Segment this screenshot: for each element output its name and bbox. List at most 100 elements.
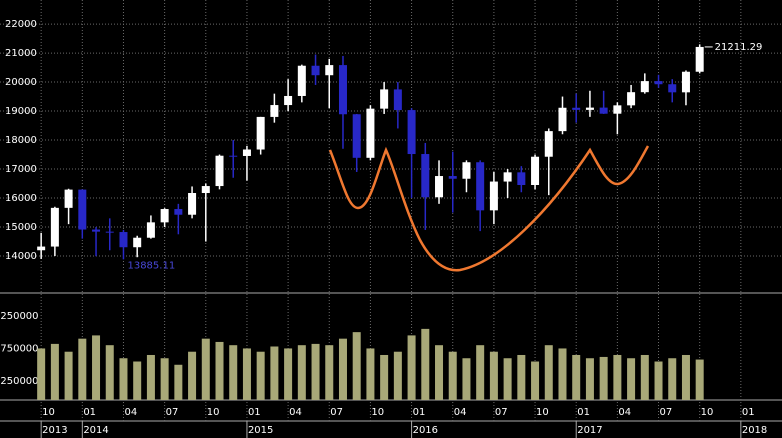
volume-bar <box>599 356 608 400</box>
candle-body <box>160 209 169 223</box>
candle-body <box>627 92 636 106</box>
candle-body <box>668 84 677 93</box>
volume-bar <box>119 358 128 400</box>
volume-bar <box>284 348 293 400</box>
volume-bar <box>627 358 636 400</box>
volume-bar <box>64 351 73 400</box>
volume-bar <box>448 351 457 400</box>
candle-body <box>311 65 320 76</box>
volume-bar <box>558 348 567 400</box>
x-tick-label: 04 <box>618 407 631 418</box>
volume-bar <box>640 354 649 400</box>
x-tick-label: 10 <box>536 407 549 418</box>
candle-body <box>572 107 581 110</box>
x-tick-label: 10 <box>42 407 55 418</box>
volume-bar <box>133 361 142 400</box>
candle-body <box>201 186 210 194</box>
volume-bar <box>201 338 210 400</box>
candle-body <box>517 172 526 186</box>
x-tick-label: 10 <box>371 407 384 418</box>
candle-body <box>380 89 389 109</box>
volume-bar <box>654 361 663 400</box>
candle-body <box>242 149 251 156</box>
volume-bar <box>325 345 334 400</box>
candle-body <box>133 237 142 248</box>
candle-body <box>284 95 293 106</box>
volume-bar <box>92 335 101 400</box>
candle-body <box>435 176 444 198</box>
year-label: 2015 <box>248 425 273 436</box>
candle-body <box>640 81 649 93</box>
volume-bar <box>489 351 498 400</box>
candle-body <box>256 116 265 150</box>
candle-body <box>448 176 457 179</box>
volume-bar <box>174 364 183 400</box>
x-tick-label: 07 <box>330 407 343 418</box>
candle-body <box>393 89 402 111</box>
candle-body <box>215 155 224 187</box>
x-tick-label: 01 <box>742 407 755 418</box>
volume-bar <box>242 348 251 400</box>
x-tick-label: 07 <box>166 407 179 418</box>
volume-bar <box>380 354 389 400</box>
candle-body <box>270 105 279 117</box>
volume-bar <box>476 345 485 400</box>
volume-bar <box>585 358 594 400</box>
x-tick-label: 01 <box>248 407 261 418</box>
candle-body <box>146 222 155 238</box>
x-tick-label: 01 <box>577 407 590 418</box>
volume-bar <box>421 328 430 400</box>
volume-bar <box>50 343 59 400</box>
volume-bar <box>160 358 169 400</box>
volume-bar <box>544 345 553 400</box>
y-tick-label: 19000 <box>5 106 37 117</box>
candle-body <box>558 107 567 132</box>
y-tick-label: 17000 <box>5 164 37 175</box>
year-label: 2014 <box>83 425 108 436</box>
year-label: 2017 <box>577 425 602 436</box>
volume-bar <box>105 345 114 400</box>
volume-bar <box>681 354 690 400</box>
volume-bar <box>435 345 444 400</box>
y-tick-label: 15000 <box>5 222 37 233</box>
x-tick-label: 01 <box>83 407 96 418</box>
candle-body <box>325 65 334 76</box>
volume-bar <box>517 354 526 400</box>
candle-body <box>338 65 347 115</box>
x-tick-label: 04 <box>289 407 302 418</box>
y-tick-label: 22000 <box>5 19 37 30</box>
x-tick-label: 04 <box>124 407 137 418</box>
candle-body <box>544 131 553 157</box>
volume-bar <box>270 346 279 400</box>
x-tick-label: 07 <box>660 407 673 418</box>
volume-tick-label: 1750000 <box>0 343 39 354</box>
volume-bar <box>503 358 512 400</box>
year-label: 2016 <box>413 425 438 436</box>
candle-body <box>92 229 101 232</box>
x-tick-label: 10 <box>207 407 220 418</box>
x-tick-label: 07 <box>495 407 508 418</box>
annotation: 13885.11 <box>127 260 175 271</box>
volume-bar <box>572 354 581 400</box>
x-tick-label: 04 <box>454 407 467 418</box>
candle-body <box>695 46 704 72</box>
volume-bar <box>188 351 197 400</box>
volume-bar <box>78 338 87 400</box>
volume-bar <box>256 351 265 400</box>
volume-bar <box>393 351 402 400</box>
candle-body <box>613 105 622 114</box>
candle-body <box>297 65 306 96</box>
volume-tick-label: 1250000 <box>0 376 39 387</box>
candle-body <box>489 181 498 211</box>
volume-bar <box>613 354 622 400</box>
candle-body <box>105 231 114 233</box>
candle-body <box>366 108 375 158</box>
candle-body <box>503 172 512 182</box>
candle-body <box>78 189 87 230</box>
volume-bar <box>462 358 471 400</box>
volume-bar <box>229 345 238 400</box>
year-label: 2013 <box>42 425 67 436</box>
volume-bar <box>531 361 540 400</box>
